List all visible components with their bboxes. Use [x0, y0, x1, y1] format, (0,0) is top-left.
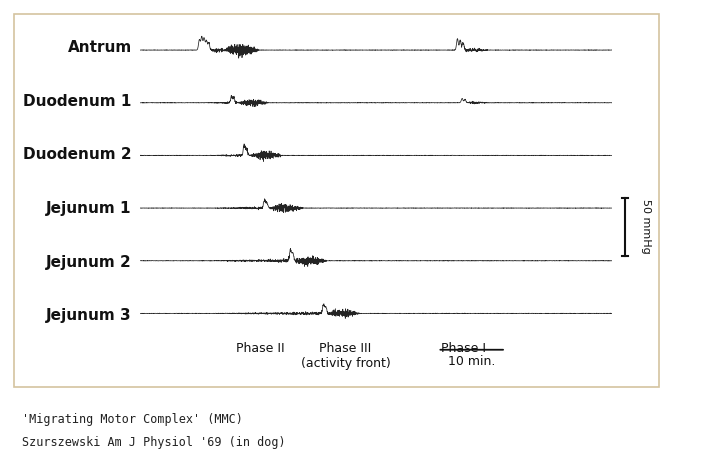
Text: Phase III
(activity front): Phase III (activity front) — [301, 342, 390, 371]
Text: Szurszewski Am J Physiol '69 (in dog): Szurszewski Am J Physiol '69 (in dog) — [22, 436, 285, 449]
Text: Duodenum 2: Duodenum 2 — [23, 147, 132, 162]
Text: Phase II: Phase II — [236, 342, 285, 356]
Text: Antrum: Antrum — [68, 40, 132, 55]
Text: Duodenum 1: Duodenum 1 — [23, 94, 132, 109]
Text: Jejunum 2: Jejunum 2 — [46, 255, 132, 270]
Text: 50 mmHg: 50 mmHg — [641, 199, 651, 254]
Text: Phase I: Phase I — [441, 342, 486, 356]
Text: Jejunum 3: Jejunum 3 — [46, 308, 132, 323]
Text: Jejunum 1: Jejunum 1 — [46, 201, 132, 216]
Text: 10 min.: 10 min. — [448, 355, 495, 368]
Text: 'Migrating Motor Complex' (MMC): 'Migrating Motor Complex' (MMC) — [22, 413, 243, 426]
